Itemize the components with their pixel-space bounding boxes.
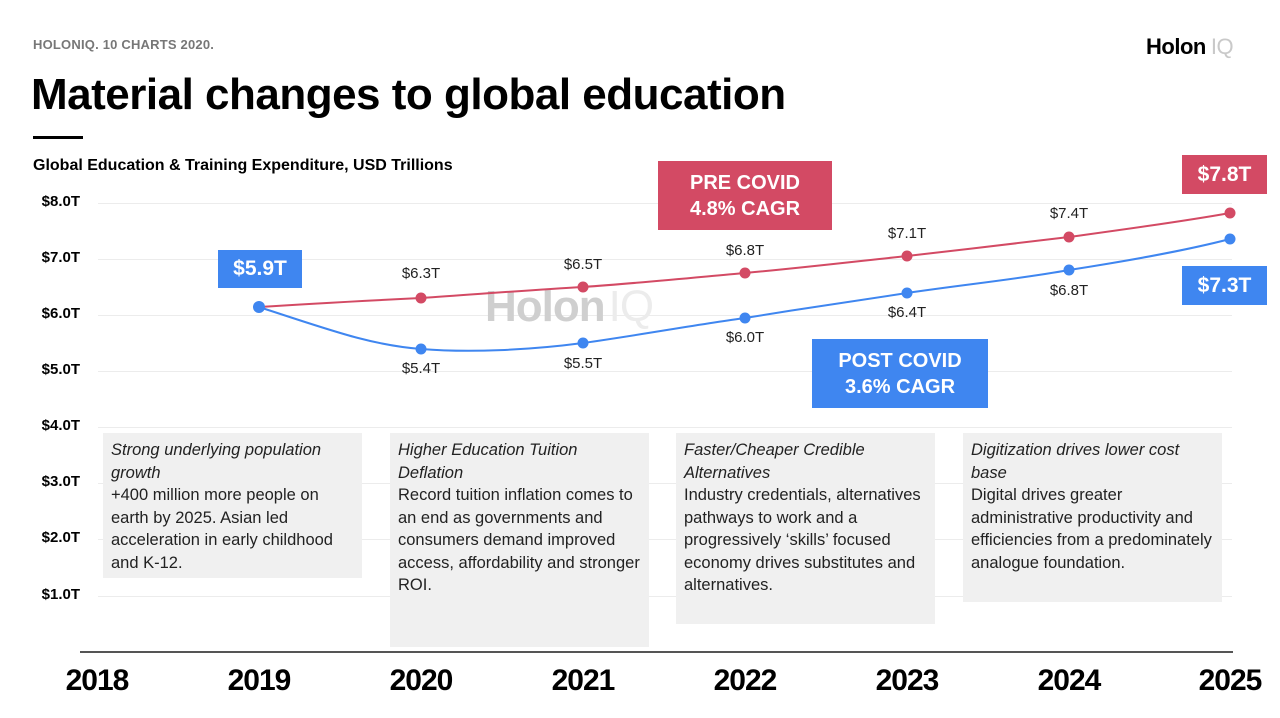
post-covid-label-2021: $5.5T: [563, 355, 603, 372]
pre-covid-label-2020: $6.3T: [401, 265, 441, 282]
note-heading: Faster/Cheaper Credible Alternatives: [684, 441, 865, 482]
x-tick-label: 2018: [65, 664, 130, 697]
note-digitization: Digitization drives lower cost base Digi…: [963, 433, 1222, 602]
x-tick-label: 2023: [875, 664, 940, 697]
x-axis-baseline: [80, 651, 1233, 653]
pre-covid-end-tag: $7.8T: [1182, 155, 1267, 194]
logo-suffix: IQ: [1210, 34, 1234, 59]
note-population-growth: Strong underlying population growth +400…: [103, 433, 362, 578]
pre-covid-label-2021: $6.5T: [563, 256, 603, 273]
page-title: Material changes to global education: [31, 70, 786, 119]
post-covid-cagr-tag: POST COVID 3.6% CAGR: [812, 339, 988, 408]
chart-subtitle: Global Education & Training Expenditure,…: [33, 157, 453, 174]
gridline: [98, 259, 1232, 260]
y-tick-label: $8.0T: [41, 193, 80, 210]
post-covid-label-2024: $6.8T: [1049, 282, 1089, 299]
gridline: [98, 596, 1232, 597]
watermark-suffix: IQ: [608, 282, 654, 331]
y-tick-label: $1.0T: [41, 586, 80, 603]
note-heading: Strong underlying population growth: [111, 441, 322, 482]
gridline: [98, 315, 1232, 316]
pre-covid-label-2022: $6.8T: [725, 242, 765, 259]
y-tick-label: $7.0T: [41, 249, 80, 266]
y-tick-label: $4.0T: [41, 417, 80, 434]
report-kicker: HOLONIQ. 10 CHARTS 2020.: [33, 37, 215, 52]
y-tick-label: $6.0T: [41, 305, 80, 322]
x-tick-label: 2021: [551, 664, 616, 697]
note-heading: Higher Education Tuition Deflation: [398, 441, 578, 482]
x-tick-label: 2025: [1198, 664, 1263, 697]
note-body: +400 million more people on earth by 202…: [111, 486, 333, 572]
gridline: [98, 427, 1232, 428]
gridline: [98, 539, 1232, 540]
pre-covid-tag-line1: PRE COVID: [689, 171, 801, 194]
post-covid-end-tag: $7.3T: [1182, 266, 1267, 305]
note-heading: Digitization drives lower cost base: [971, 441, 1180, 482]
pre-covid-label-2024: $7.4T: [1049, 205, 1089, 222]
pre-covid-points: [415, 207, 1236, 304]
post-covid-tag-line2: 3.6% CAGR: [844, 375, 956, 398]
post-covid-label-2020: $5.4T: [401, 360, 441, 377]
gridline: [98, 371, 1232, 372]
x-tick-label: 2019: [227, 664, 292, 697]
pre-covid-label-2023: $7.1T: [887, 225, 927, 242]
pre-covid-tag-line2: 4.8% CAGR: [689, 197, 801, 220]
holoniq-logo: Holon IQ: [1146, 34, 1234, 60]
y-tick-label: $3.0T: [41, 473, 80, 490]
start-value-tag: $5.9T: [218, 250, 302, 288]
y-tick-label: $2.0T: [41, 529, 80, 546]
post-covid-label-2022: $6.0T: [725, 329, 765, 346]
x-tick-label: 2024: [1037, 664, 1102, 697]
x-tick-label: 2020: [389, 664, 454, 697]
y-tick-label: $5.0T: [41, 361, 80, 378]
post-covid-points: [253, 233, 1236, 355]
logo-main: Holon: [1146, 34, 1206, 59]
x-tick-label: 2022: [713, 664, 778, 697]
note-tuition-deflation: Higher Education Tuition Deflation Recor…: [390, 433, 649, 647]
gridline: [98, 483, 1232, 484]
pre-covid-cagr-tag: PRE COVID 4.8% CAGR: [658, 161, 832, 230]
title-underline: [33, 136, 83, 139]
post-covid-label-2023: $6.4T: [887, 304, 927, 321]
post-covid-tag-line1: POST COVID: [838, 349, 962, 372]
note-credible-alternatives: Faster/Cheaper Credible Alternatives Ind…: [676, 433, 935, 624]
note-body: Record tuition inflation comes to an end…: [398, 486, 640, 594]
note-body: Digital drives greater administrative pr…: [971, 486, 1212, 572]
note-body: Industry credentials, alternatives pathw…: [684, 486, 921, 594]
